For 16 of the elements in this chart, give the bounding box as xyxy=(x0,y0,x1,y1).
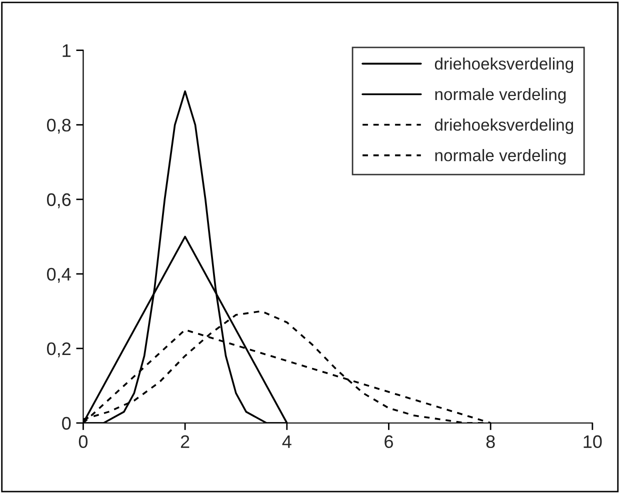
legend-label: normale verdeling xyxy=(435,149,566,165)
x-tick-label: 2 xyxy=(180,435,190,448)
x-tick-label: 10 xyxy=(584,435,602,448)
y-tick-label: 0,6 xyxy=(47,193,71,208)
legend-label: driehoeksverdeling xyxy=(434,118,574,134)
y-tick-label: 1 xyxy=(62,44,71,57)
legend-label: normale verdeling xyxy=(435,88,566,104)
x-tick-label: 4 xyxy=(282,435,292,448)
x-tick-label: 8 xyxy=(486,435,495,448)
y-tick-label: 0,4 xyxy=(47,268,71,283)
x-tick-label: 6 xyxy=(384,435,393,448)
legend-label: driehoeksverdeling xyxy=(434,57,574,73)
y-tick-label: 0,8 xyxy=(47,118,71,134)
y-tick-label: 0 xyxy=(62,416,71,430)
x-tick-label: 0 xyxy=(78,435,88,448)
y-tick-label: 0,2 xyxy=(47,342,71,358)
